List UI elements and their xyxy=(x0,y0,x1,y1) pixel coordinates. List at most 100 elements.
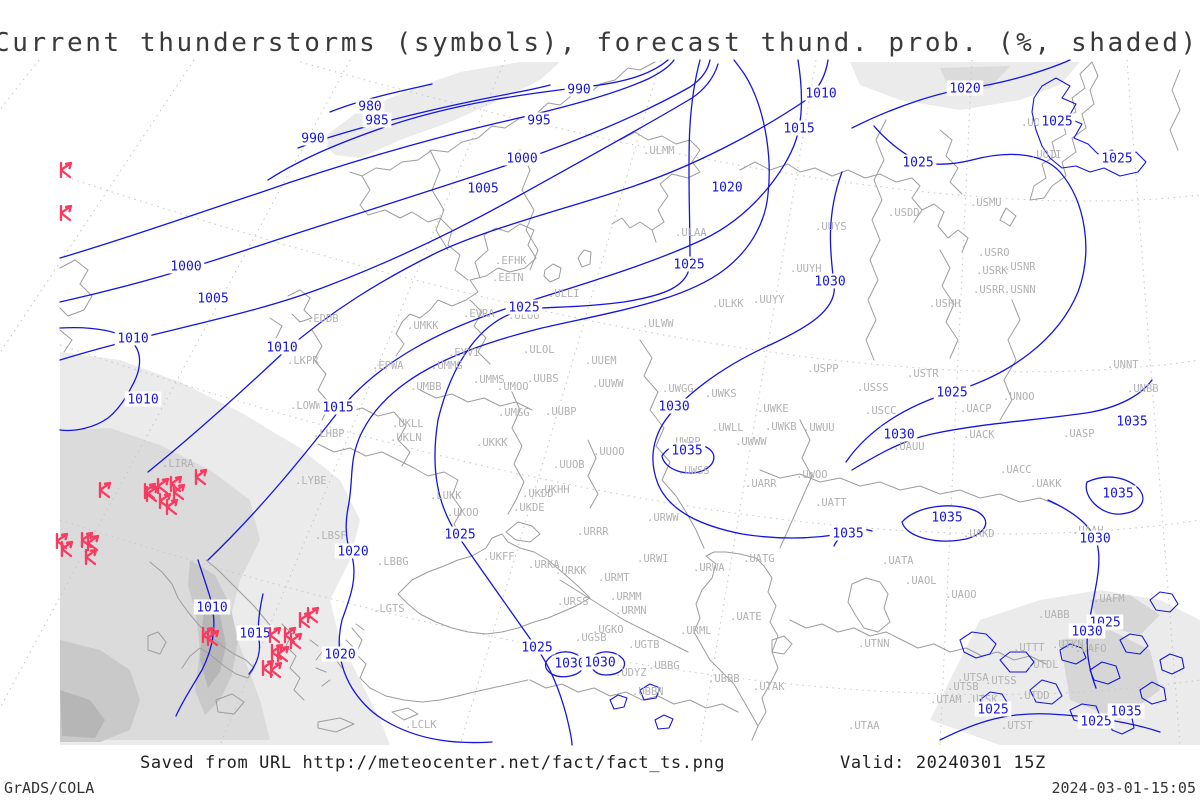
isobar-label: 985 xyxy=(365,114,388,129)
station-code: .UKKK xyxy=(476,437,508,449)
station-code: .ULLI xyxy=(548,288,580,300)
thunderstorm-icon xyxy=(59,161,73,179)
isobar-label: 1035 xyxy=(931,511,962,526)
station-code: .EFHK xyxy=(495,255,527,267)
station-code: .UAFM xyxy=(1093,593,1125,605)
station-code: .URSS xyxy=(557,596,589,608)
isobar-label-box xyxy=(505,299,543,315)
station-code: .USSS xyxy=(857,382,889,394)
isobar-label: 1025 xyxy=(977,703,1008,718)
isobar-label: 1025 xyxy=(508,301,539,316)
station-code: .UKDD xyxy=(522,488,554,500)
isobar-label: 1005 xyxy=(467,182,498,197)
station-code: .UKFF xyxy=(483,551,515,563)
isobar-label: 1000 xyxy=(506,152,537,167)
station-code: .UUBP xyxy=(545,406,577,418)
isobar-label: 995 xyxy=(527,114,550,129)
station-code: .UACP xyxy=(960,403,992,415)
station-code: .ULKK xyxy=(712,298,744,310)
isobar-label: 1020 xyxy=(949,82,980,97)
isobar-label: 1015 xyxy=(322,401,353,416)
station-code: .UACC xyxy=(1000,464,1032,476)
station-code: .UDYZ xyxy=(615,667,647,679)
isobar-label: 1035 xyxy=(1116,415,1147,430)
isobar-label: 990 xyxy=(301,132,324,147)
station-code: .UUYY xyxy=(753,294,785,306)
isobar-label-box xyxy=(668,442,706,458)
isobar-label-box xyxy=(1098,150,1136,166)
station-code: .UATT xyxy=(815,497,847,509)
isobar-label: 1020 xyxy=(324,648,355,663)
isobar-label-box xyxy=(355,98,385,114)
station-code: .LIRA xyxy=(162,458,194,470)
station-code: .UATG xyxy=(743,553,775,565)
isobar-label-box xyxy=(236,625,274,641)
isobar-label-box xyxy=(928,509,966,525)
station-code: .ULWW xyxy=(642,318,674,330)
station-code: .UMMG xyxy=(431,360,463,372)
station-code: .UATA xyxy=(882,555,914,567)
station-code: .LKPR xyxy=(287,355,319,367)
station-code: .UKLL xyxy=(392,418,424,430)
station-code: .UUOO xyxy=(593,446,625,458)
station-code: .LGTS xyxy=(373,603,405,615)
station-code: .UASP xyxy=(1063,428,1095,440)
station-code: .UWLL xyxy=(712,422,744,434)
isobar-label: 1025 xyxy=(1041,115,1072,130)
station-code: .UAKD xyxy=(963,528,995,540)
station-code: .UTAM xyxy=(930,694,962,706)
isobar-label-box xyxy=(1068,623,1106,639)
station-code: .UUYS xyxy=(815,221,847,233)
station-code: .LHBP xyxy=(313,428,345,440)
isobar-label: 1025 xyxy=(673,258,704,273)
isobar-label: 1030 xyxy=(584,656,615,671)
station-code: .EVRA xyxy=(463,308,495,320)
station-code: .UTSA xyxy=(957,672,989,684)
station-code: .USMU xyxy=(970,197,1002,209)
isobar-label-box xyxy=(933,384,971,400)
station-code: .UOII xyxy=(1030,149,1062,161)
isobar-label: 1000 xyxy=(170,260,201,275)
isobar-label-box xyxy=(1076,530,1114,546)
station-code: .URWA xyxy=(693,562,725,574)
station-code: .UAUU xyxy=(893,441,925,453)
isobar-label-box xyxy=(194,290,232,306)
isobar-label: 1030 xyxy=(1079,532,1110,547)
thunderstorm-icon xyxy=(59,204,73,222)
isobar-label-box xyxy=(551,655,589,671)
isobar-label-box xyxy=(321,646,359,662)
station-code: .USPP xyxy=(807,363,839,375)
station-code: .UMBB xyxy=(410,381,442,393)
isobar-label-box xyxy=(1099,485,1137,501)
station-code: .UAFO xyxy=(1075,643,1107,655)
isobar-label-box xyxy=(319,399,357,415)
station-code: .UUYH xyxy=(790,263,822,275)
creation-timestamp: 2024-03-01-15:05 xyxy=(1051,779,1197,797)
station-code: .USNR xyxy=(1004,261,1036,273)
station-code: .ULOL xyxy=(523,344,555,356)
station-code: .ULMM xyxy=(643,145,675,157)
station-code: .USCC xyxy=(865,405,897,417)
station-code: .URMN xyxy=(615,605,647,617)
station-code: .UMGG xyxy=(498,407,530,419)
isobar-label-box xyxy=(193,599,231,615)
isobar-label: 1005 xyxy=(197,292,228,307)
station-code: .UTTT xyxy=(1013,642,1045,654)
station-code: .UTAK xyxy=(753,681,785,693)
station-code: .UGSB xyxy=(575,632,607,644)
station-code: .UACK xyxy=(963,429,995,441)
isobar-label-box xyxy=(802,85,840,101)
station-code: .UKOO xyxy=(447,507,479,519)
station-code: .URRR xyxy=(577,526,609,538)
isobar-label: 1035 xyxy=(832,527,863,542)
station-code: .UNBB xyxy=(1127,383,1159,395)
station-code: .URMM xyxy=(610,591,642,603)
station-code: .UARR xyxy=(745,478,777,490)
station-code: .EYVI xyxy=(448,347,480,359)
station-code: .UTSB xyxy=(947,681,979,693)
station-code: .USDD xyxy=(888,207,920,219)
isobar-label: 1010 xyxy=(266,341,297,356)
station-code: .UUBS xyxy=(527,373,559,385)
isobar-label: 1030 xyxy=(554,657,585,672)
isobar-label: 1025 xyxy=(902,156,933,171)
